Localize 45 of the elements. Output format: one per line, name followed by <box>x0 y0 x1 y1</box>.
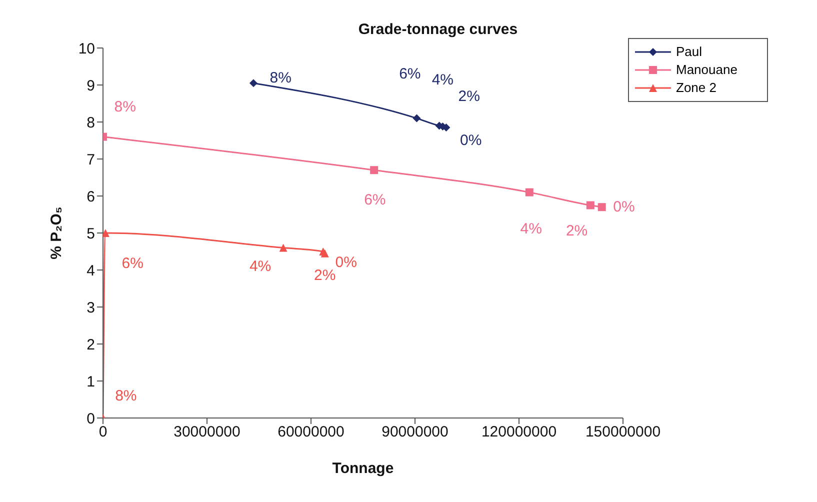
chart-title: Grade-tonnage curves <box>358 21 518 38</box>
annotation: 2% <box>566 222 588 240</box>
y-axis-title: % P₂O₅ <box>48 206 65 260</box>
annotation: 0% <box>335 254 357 272</box>
y-tick-label: 8 <box>86 114 95 132</box>
point <box>279 244 288 252</box>
annotation: 4% <box>520 220 542 238</box>
y-tick-label: 2 <box>86 336 95 354</box>
annotation: 0% <box>613 198 635 216</box>
point <box>586 201 594 210</box>
annotation: 2% <box>458 88 480 106</box>
y-tick-label: 4 <box>86 262 95 280</box>
y-tick-label: 6 <box>86 188 95 206</box>
point <box>598 203 606 212</box>
point <box>249 79 258 88</box>
annotation: 2% <box>314 266 336 284</box>
y-tick-label: 1 <box>86 373 95 390</box>
y-tick-label: 9 <box>86 77 95 94</box>
annotation: 6% <box>399 66 421 83</box>
x-tick-label: 90000000 <box>382 424 448 441</box>
point <box>370 166 378 174</box>
annotation: 8% <box>270 70 292 87</box>
y-tick-label: 0 <box>86 410 95 428</box>
legend-label: Manouane <box>676 61 738 79</box>
x-tick-label: 30000000 <box>174 424 240 441</box>
x-tick-label: 150000000 <box>585 424 661 441</box>
y-tick-label: 3 <box>86 299 95 316</box>
x-tick-label: 120000000 <box>481 424 557 441</box>
annotation: 6% <box>364 191 386 208</box>
annotation: 8% <box>115 387 137 404</box>
point <box>525 188 534 196</box>
x-tick-label: 60000000 <box>278 424 344 441</box>
annotation: 0% <box>460 132 482 149</box>
annotation: 6% <box>122 255 144 272</box>
y-tick-label: 5 <box>86 225 95 242</box>
annotation: 4% <box>249 258 272 275</box>
x-axis-title: Tonnage <box>332 460 394 477</box>
x-tick-label: 0 <box>98 424 108 441</box>
y-tick-label: 10 <box>78 40 95 58</box>
legend-label: Zone 2 <box>676 79 716 97</box>
legend-label: Paul <box>676 43 702 61</box>
point <box>412 114 421 122</box>
annotation: 4% <box>432 71 454 88</box>
annotation: 8% <box>114 98 136 116</box>
y-tick-label: 7 <box>86 151 95 168</box>
